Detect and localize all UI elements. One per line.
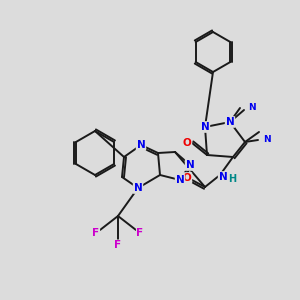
Text: F: F — [92, 228, 100, 238]
Text: N: N — [226, 117, 234, 127]
Text: N: N — [219, 172, 227, 182]
Text: N: N — [263, 134, 271, 143]
Text: O: O — [183, 138, 191, 148]
Text: N: N — [176, 175, 184, 185]
Text: N: N — [134, 183, 142, 193]
Text: N: N — [186, 160, 194, 170]
Text: N: N — [201, 122, 209, 132]
Text: O: O — [183, 173, 191, 183]
Text: N: N — [248, 103, 256, 112]
Text: H: H — [228, 174, 236, 184]
Text: F: F — [114, 240, 122, 250]
Text: N: N — [136, 140, 146, 150]
Text: F: F — [136, 228, 144, 238]
